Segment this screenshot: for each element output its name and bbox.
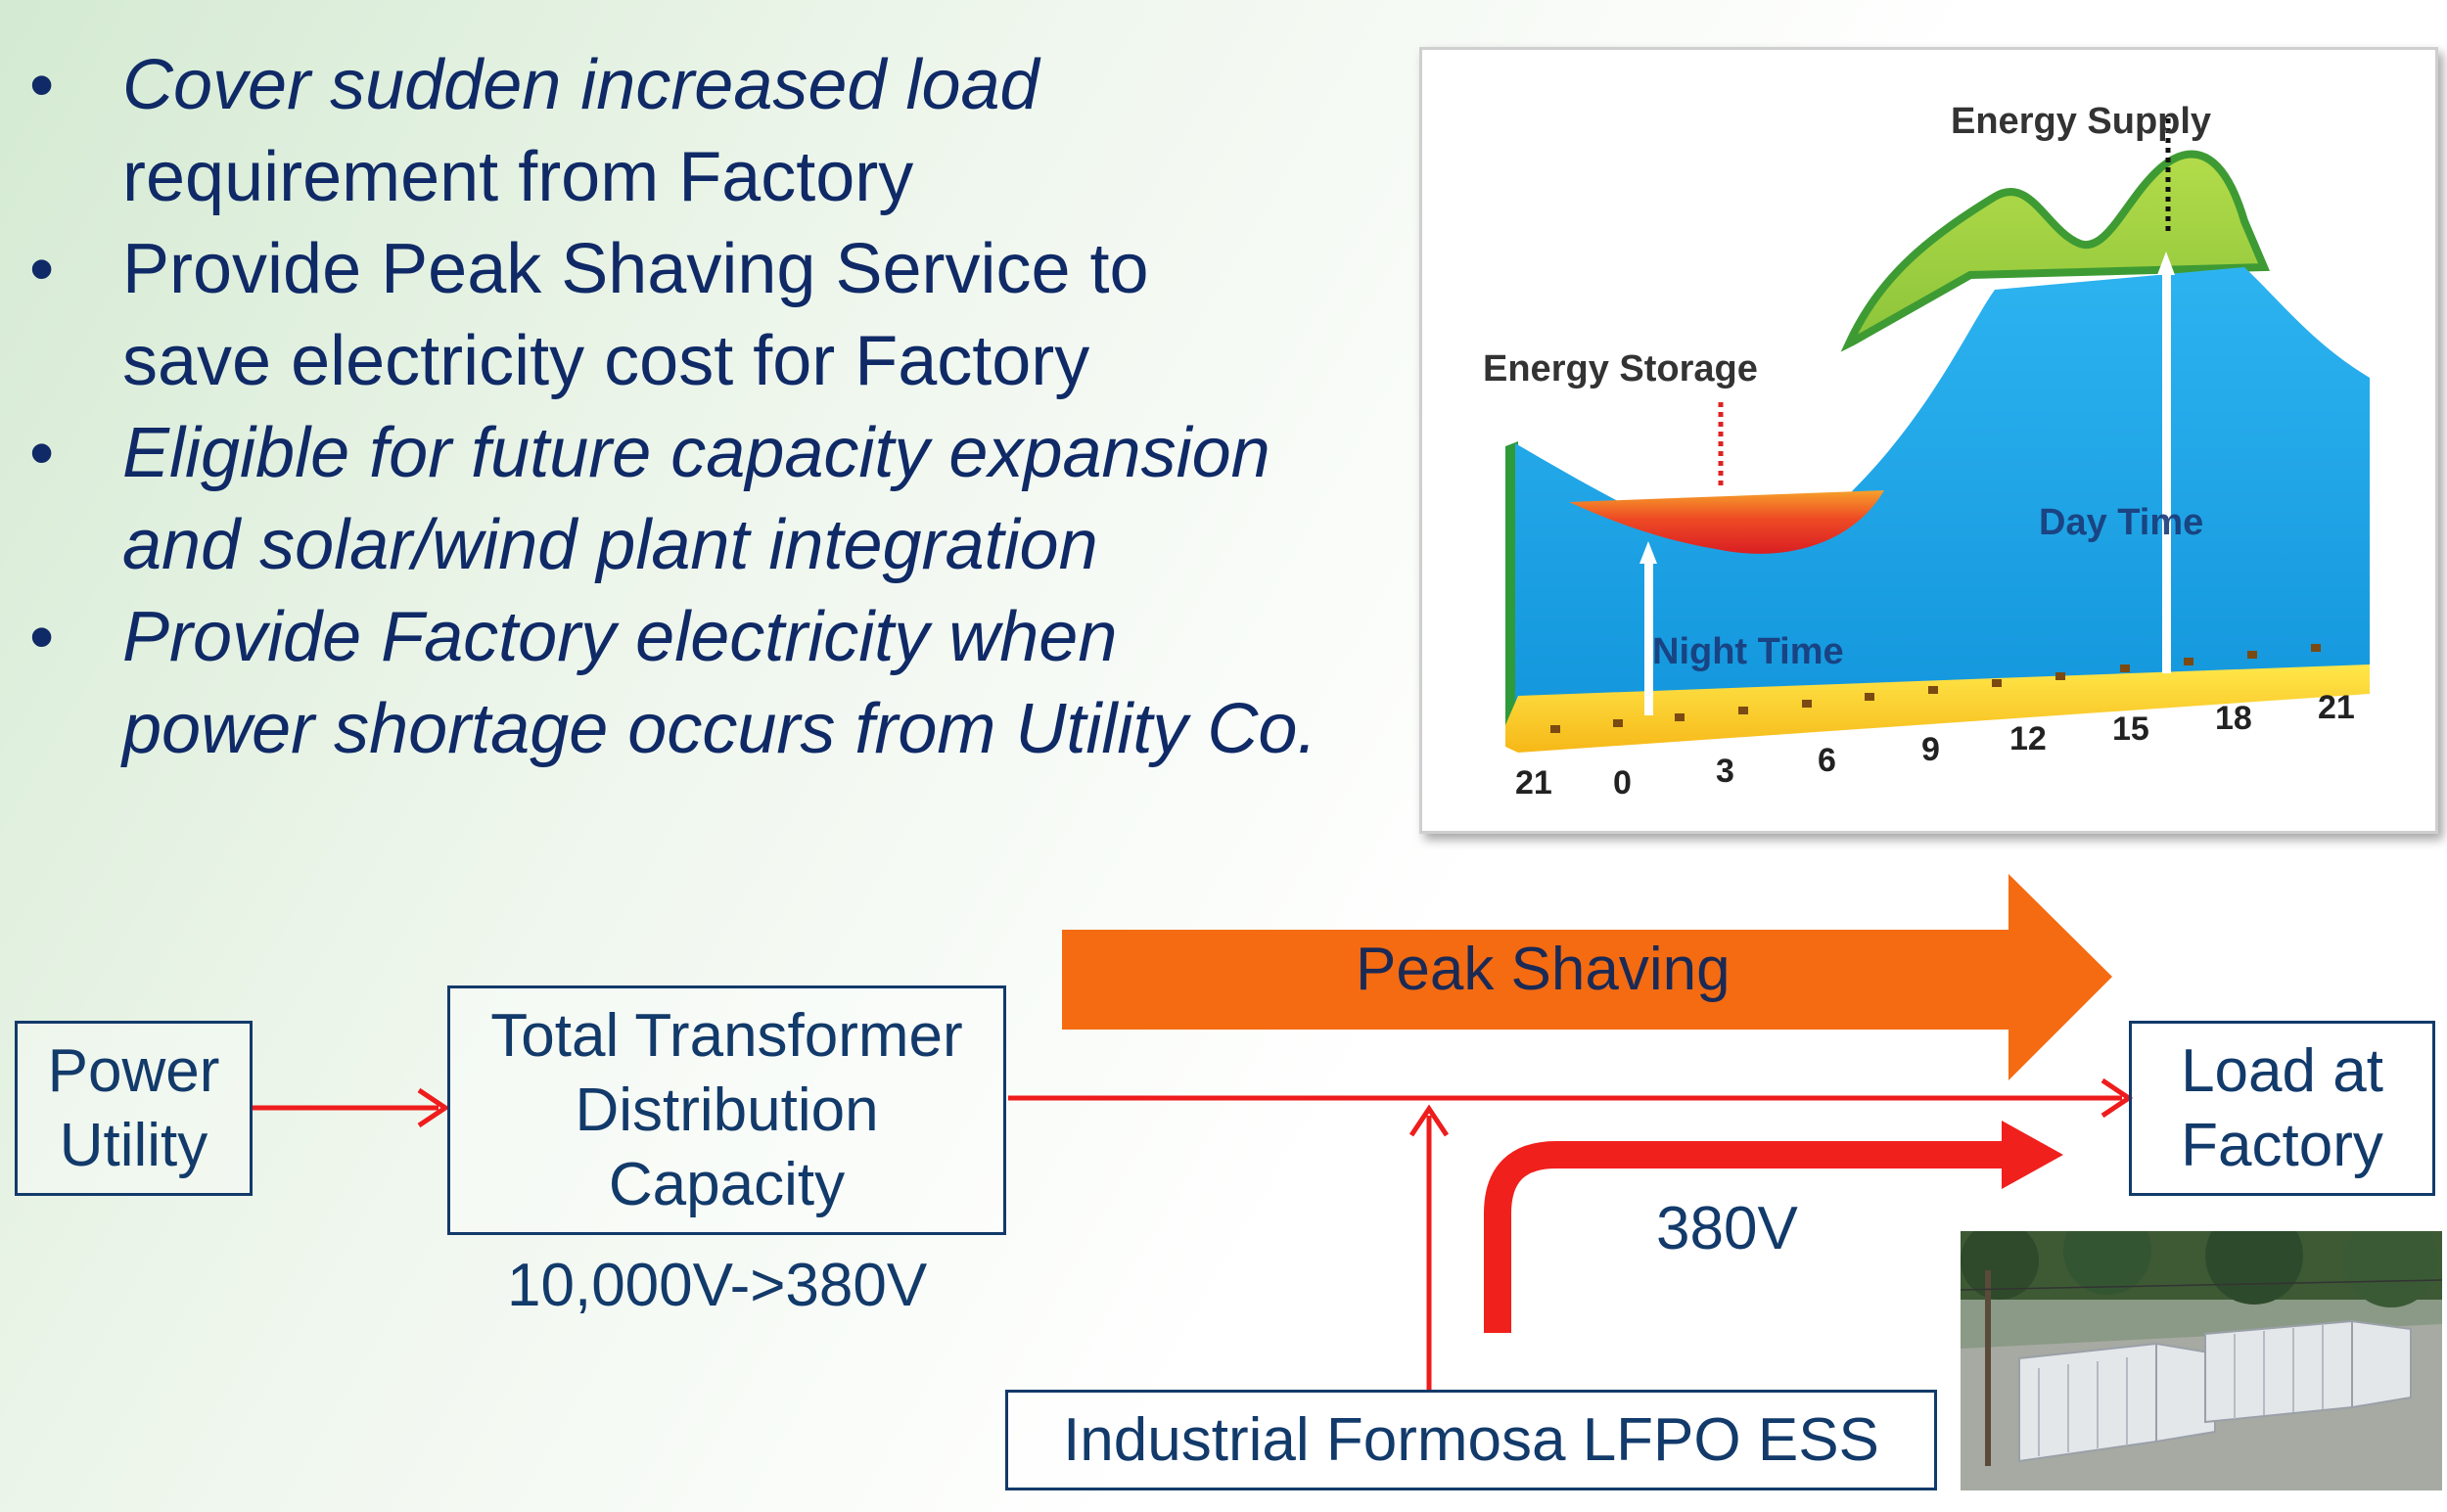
bullet-item: • Eligible for future capacity expansion… — [29, 407, 1419, 591]
energy-supply-area — [1840, 150, 2270, 352]
bullet-marker: • — [29, 598, 55, 676]
hour-label: 6 — [1818, 742, 1836, 779]
bullet-item: • Provide Factory electricity when power… — [29, 591, 1419, 775]
night-time-label: Night Time — [1652, 631, 1844, 672]
load-curve-illustration: Energy Supply Energy Storage Day Time Ni… — [1419, 47, 2438, 834]
power-utility-line: Power — [47, 1036, 220, 1105]
peak-shaving-label: Peak Shaving — [1356, 936, 1731, 1003]
ess-supply-arrow — [1484, 1141, 2007, 1333]
tick-marks — [1550, 644, 2321, 733]
power-utility-line: Utility — [59, 1111, 208, 1179]
hour-label: 3 — [1716, 753, 1734, 790]
load-factory-line: Factory — [2181, 1111, 2383, 1179]
energy-storage-label: Energy Storage — [1483, 348, 1758, 389]
bullet-line: save electricity cost for Factory — [122, 322, 1090, 400]
load-factory-box: Load at Factory — [2129, 1021, 2435, 1196]
hour-label: 18 — [2215, 700, 2252, 737]
hour-label: 9 — [1921, 731, 1940, 768]
hour-label: 21 — [2318, 689, 2355, 726]
bullet-list: • Cover sudden increased load requiremen… — [29, 39, 1419, 775]
peak-shaving-arrow — [1062, 874, 2112, 1080]
bullet-item: • Cover sudden increased load requiremen… — [29, 39, 1419, 223]
bullet-line: and solar/wind plant integration — [122, 506, 1098, 584]
bullet-line: Eligible for future capacity expansion — [122, 414, 1270, 492]
hour-labels: 21 0 3 6 9 12 15 18 21 — [1515, 689, 2355, 802]
ess-box: Industrial Formosa LFPO ESS — [1005, 1390, 1937, 1490]
bullet-marker: • — [29, 46, 55, 124]
transformer-box: Total Transformer Distribution Capacity — [447, 985, 1006, 1235]
bullet-line: power shortage occurs from Utility Co. — [122, 690, 1317, 768]
load-curve-graphic: Energy Supply Energy Storage Day Time Ni… — [1483, 101, 2370, 802]
hour-label: 0 — [1613, 764, 1632, 802]
transformer-line: Distribution — [575, 1076, 879, 1144]
load-factory-line: Load at — [2181, 1036, 2383, 1105]
voltage-conversion-label: 10,000V->380V — [507, 1252, 928, 1319]
power-utility-box: Power Utility — [15, 1021, 253, 1196]
day-time-label: Day Time — [2039, 502, 2203, 543]
day-arrow — [2157, 252, 2175, 673]
bullet-line: requirement from Factory — [122, 138, 914, 216]
transformer-line: Capacity — [608, 1150, 846, 1218]
load-area — [1515, 267, 2370, 719]
bullet-marker: • — [29, 230, 55, 308]
curve-left-edge — [1505, 441, 1518, 725]
energy-storage-area — [1569, 490, 1884, 554]
bullet-line: Cover sudden increased load — [122, 46, 1039, 124]
hour-label: 21 — [1515, 764, 1552, 802]
time-axis-base — [1505, 664, 2370, 753]
bullet-item: • Provide Peak Shaving Service to save e… — [29, 223, 1419, 407]
transformer-line: Total Transformer — [490, 1001, 963, 1070]
ess-voltage-label: 380V — [1656, 1195, 1798, 1262]
ess-label: Industrial Formosa LFPO ESS — [1063, 1405, 1879, 1474]
ess-photo-graphic — [1961, 1231, 2442, 1490]
night-arrow — [1639, 541, 1657, 715]
bullet-line: Provide Factory electricity when — [122, 598, 1118, 676]
bullet-marker: • — [29, 414, 55, 492]
hour-label: 12 — [2009, 720, 2047, 757]
ess-installation-photo — [1961, 1231, 2442, 1490]
hour-label: 15 — [2112, 710, 2149, 748]
energy-supply-label: Energy Supply — [1951, 101, 2211, 142]
bullet-line: Provide Peak Shaving Service to — [122, 230, 1149, 308]
